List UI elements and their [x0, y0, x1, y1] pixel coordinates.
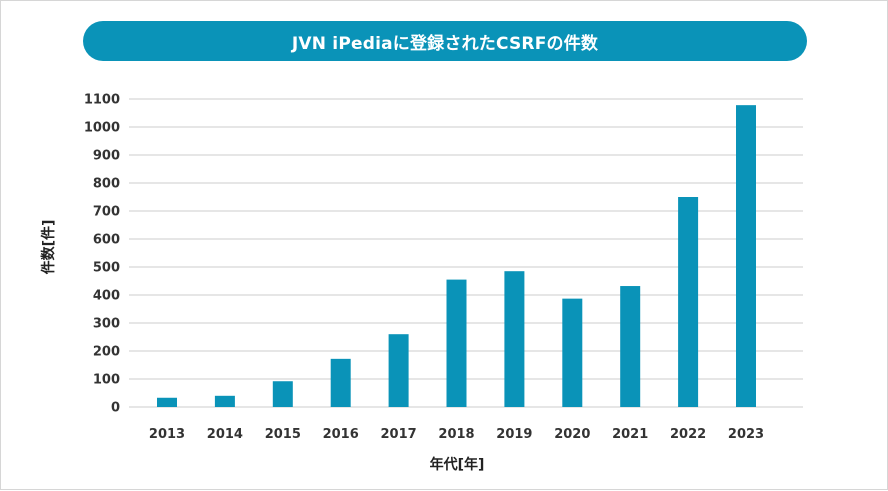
bar-2023 [736, 105, 756, 407]
y-tick-label: 200 [93, 345, 120, 360]
bar-2018 [446, 279, 467, 407]
x-tick-label: 2018 [438, 427, 474, 442]
x-tick-label: 2013 [149, 427, 185, 442]
y-tick-labels: 0 100 200 300 400 500 600 700 800 900 1000 1100 [84, 93, 120, 416]
x-tick-label: 2021 [612, 427, 648, 442]
bar-2019 [504, 271, 525, 407]
y-tick-label: 400 [93, 289, 120, 304]
x-tick-label: 2016 [323, 427, 359, 442]
bar-2013 [157, 397, 177, 407]
y-tick-label: 600 [93, 233, 120, 248]
y-tick-label: 300 [93, 317, 120, 332]
x-tick-label: 2023 [728, 427, 764, 442]
bars [157, 105, 756, 407]
y-tick-label: 500 [93, 261, 120, 276]
x-tick-label: 2015 [265, 427, 301, 442]
x-tick-label: 2019 [496, 427, 532, 442]
bar-2017 [388, 334, 409, 407]
bar-2020 [562, 298, 583, 407]
y-tick-label: 100 [93, 373, 120, 388]
bar-2015 [272, 381, 293, 407]
x-tick-labels: 2013 2014 2015 2016 2017 2018 2019 2020 2021 2022… [149, 427, 764, 442]
bar-2016 [330, 358, 351, 407]
x-tick-label: 2020 [554, 427, 590, 442]
y-axis-title: 件数[件] [40, 220, 57, 275]
x-axis-title: 年代[年] [430, 456, 485, 473]
y-tick-label: 800 [93, 177, 120, 192]
bar-2022 [678, 197, 699, 407]
bar-2021 [620, 286, 641, 407]
y-tick-label: 900 [93, 149, 120, 164]
x-tick-label: 2022 [670, 427, 706, 442]
y-tick-label: 0 [111, 401, 120, 416]
bar-2014 [214, 395, 235, 407]
y-tick-label: 1100 [84, 93, 120, 108]
x-tick-label: 2017 [381, 427, 417, 442]
y-tick-label: 1000 [84, 121, 120, 136]
y-tick-label: 700 [93, 205, 120, 220]
chart-title: JVN iPediaに登録されたCSRFの件数 [83, 21, 807, 61]
x-tick-label: 2014 [207, 427, 243, 442]
